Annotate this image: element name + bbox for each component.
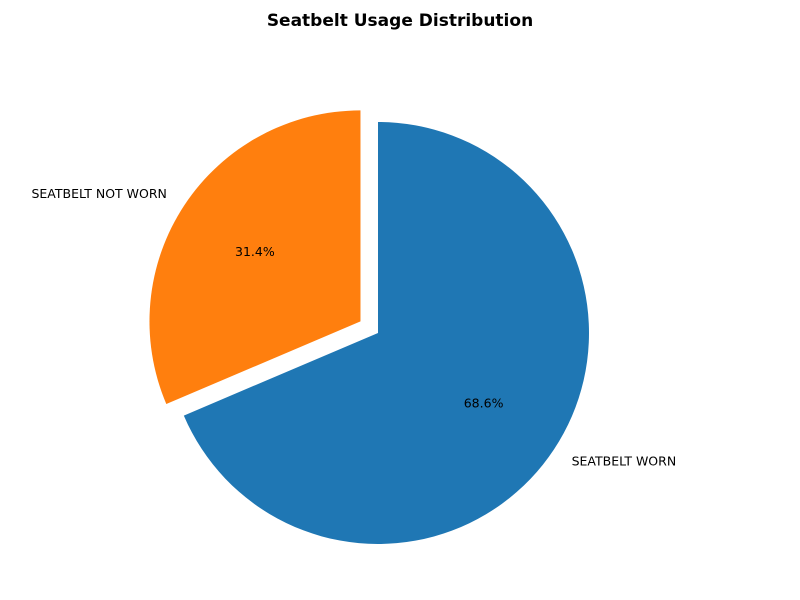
pct-label: 68.6% bbox=[464, 395, 504, 410]
slice-label: SEATBELT WORN bbox=[572, 454, 677, 469]
chart-title: Seatbelt Usage Distribution bbox=[266, 11, 534, 31]
pct-label: 31.4% bbox=[235, 244, 275, 259]
pie-slice-seatbelt-not-worn bbox=[149, 110, 361, 404]
slice-label: SEATBELT NOT WORN bbox=[31, 186, 166, 201]
pie-slice-seatbelt-worn bbox=[183, 122, 589, 545]
